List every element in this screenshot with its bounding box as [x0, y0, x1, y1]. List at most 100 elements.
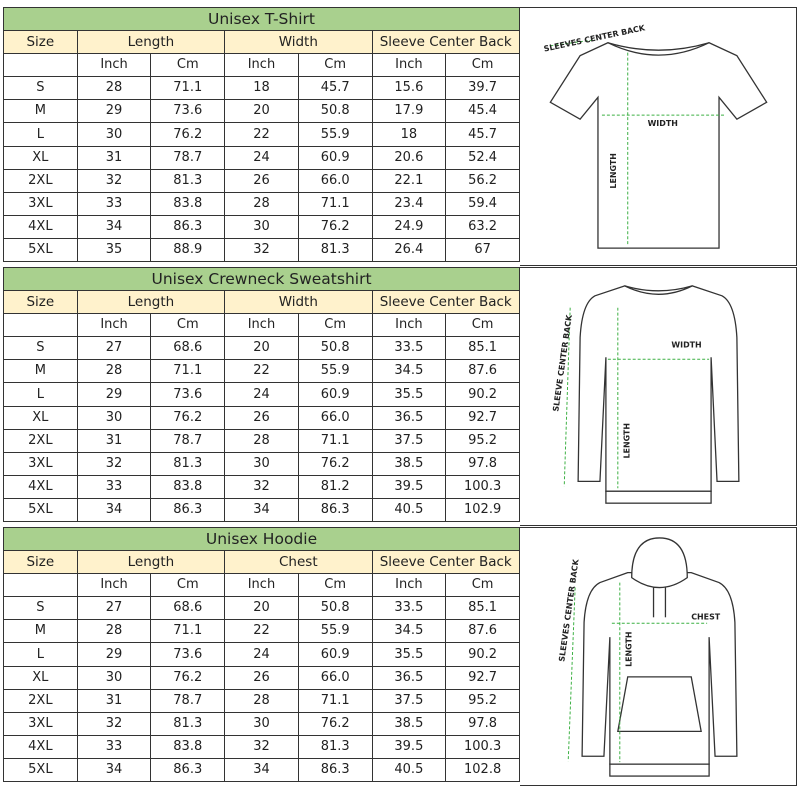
value-cell: 26.4	[371, 237, 447, 263]
tshirt-outline-icon	[549, 42, 768, 249]
unit-header: Cm	[445, 573, 520, 598]
value-cell: 40.5	[371, 497, 447, 523]
value-cell: 35.5	[371, 642, 447, 667]
sleeve-label: SLEEVE CENTER BACK	[551, 313, 574, 412]
value-cell: 30	[224, 451, 299, 476]
table-row: M 28 71.1 22 55.9 34.5 87.6	[3, 619, 520, 644]
table-row: 5XL 35 88.9 32 81.3 26.4 67	[3, 237, 520, 263]
value-cell: 20	[224, 99, 299, 124]
size-cell: 3XL	[3, 711, 78, 736]
value-cell: 97.8	[445, 451, 520, 476]
value-cell: 38.5	[371, 711, 447, 736]
value-cell: 37.5	[371, 688, 447, 713]
column-header: Sleeve Center Back	[371, 550, 521, 575]
value-cell: 86.3	[297, 757, 373, 783]
sweatshirt-outline-icon	[577, 285, 740, 504]
value-cell: 33.5	[371, 596, 447, 621]
size-cell: 4XL	[3, 474, 78, 499]
value-cell: 39.7	[445, 76, 520, 101]
value-cell: 71.1	[150, 76, 226, 101]
value-cell: 55.9	[297, 619, 373, 644]
value-cell: 33	[76, 734, 152, 759]
unit-header: Inch	[224, 313, 299, 338]
value-cell: 81.3	[150, 711, 226, 736]
value-cell: 33.5	[371, 336, 447, 361]
value-cell: 39.5	[371, 474, 447, 499]
unit-header: Inch	[76, 53, 152, 78]
value-cell: 24	[224, 382, 299, 407]
value-cell: 30	[76, 122, 152, 147]
value-cell: 81.3	[150, 168, 226, 193]
size-cell: XL	[3, 665, 78, 690]
table-row: XL 30 76.2 26 66.0 36.5 92.7	[3, 405, 520, 430]
sleeve-measure-line	[563, 307, 571, 487]
table-row: 2XL 31 78.7 28 71.1 37.5 95.2	[3, 428, 520, 453]
empty-cell	[3, 573, 78, 598]
value-cell: 29	[76, 382, 152, 407]
value-cell: 32	[224, 474, 299, 499]
size-cell: 4XL	[3, 734, 78, 759]
value-cell: 100.3	[445, 474, 520, 499]
value-cell: 78.7	[150, 145, 226, 170]
value-cell: 66.0	[297, 665, 373, 690]
value-cell: 100.3	[445, 734, 520, 759]
value-cell: 68.6	[150, 336, 226, 361]
column-header: Width	[224, 290, 373, 315]
unit-header: Cm	[150, 573, 226, 598]
table-row: L 29 73.6 24 60.9 35.5 90.2	[3, 382, 520, 407]
unit-header: Inch	[224, 53, 299, 78]
column-header: Width	[224, 30, 373, 55]
value-cell: 63.2	[445, 214, 520, 239]
title-row: Unisex Hoodie	[3, 526, 520, 552]
value-cell: 18	[371, 122, 447, 147]
header-row: Size Length Width Sleeve Center Back	[3, 290, 521, 315]
value-cell: 73.6	[150, 99, 226, 124]
column-header: Length	[76, 30, 226, 55]
table-row: 4XL 34 86.3 30 76.2 24.9 63.2	[3, 214, 520, 239]
size-cell: S	[3, 76, 78, 101]
value-cell: 37.5	[371, 428, 447, 453]
value-cell: 36.5	[371, 405, 447, 430]
column-header: Length	[76, 290, 226, 315]
title-row: Unisex T-Shirt	[3, 6, 520, 32]
value-cell: 67	[445, 237, 520, 263]
table-row: 3XL 32 81.3 30 76.2 38.5 97.8	[3, 711, 520, 736]
unit-header: Cm	[150, 53, 226, 78]
column-header: Sleeve Center Back	[371, 290, 521, 315]
empty-cell	[3, 313, 78, 338]
size-cell: L	[3, 122, 78, 147]
value-cell: 78.7	[150, 688, 226, 713]
value-cell: 32	[76, 711, 152, 736]
value-cell: 20	[224, 336, 299, 361]
value-cell: 55.9	[297, 359, 373, 384]
value-cell: 26	[224, 168, 299, 193]
value-cell: 35	[76, 237, 152, 263]
value-cell: 38.5	[371, 451, 447, 476]
value-cell: 85.1	[445, 336, 520, 361]
sleeve-label: SLEEVES CENTER BACK	[557, 558, 580, 662]
unit-header: Cm	[297, 53, 373, 78]
title-row: Unisex Crewneck Sweatshirt	[3, 266, 520, 292]
value-cell: 71.1	[150, 619, 226, 644]
length-label: LENGTH	[625, 631, 634, 667]
value-cell: 86.3	[150, 214, 226, 239]
value-cell: 76.2	[150, 122, 226, 147]
value-cell: 88.9	[150, 237, 226, 263]
unit-header: Inch	[371, 313, 447, 338]
value-cell: 31	[76, 145, 152, 170]
hoodie-diagram: SLEEVES CENTER BACK CHEST LENGTH	[520, 527, 797, 786]
value-cell: 30	[76, 665, 152, 690]
value-cell: 30	[76, 405, 152, 430]
size-cell: M	[3, 359, 78, 384]
table-row: 5XL 34 86.3 34 86.3 40.5 102.8	[3, 757, 520, 783]
size-cell: 5XL	[3, 237, 78, 263]
value-cell: 35.5	[371, 382, 447, 407]
unit-header: Inch	[224, 573, 299, 598]
unit-row: Inch Cm Inch Cm Inch Cm	[3, 53, 520, 78]
size-cell: 5XL	[3, 497, 78, 523]
value-cell: 92.7	[445, 665, 520, 690]
table-row: S 27 68.6 20 50.8 33.5 85.1	[3, 596, 520, 621]
column-header: Size	[3, 550, 78, 575]
value-cell: 34	[224, 757, 299, 783]
value-cell: 81.3	[150, 451, 226, 476]
